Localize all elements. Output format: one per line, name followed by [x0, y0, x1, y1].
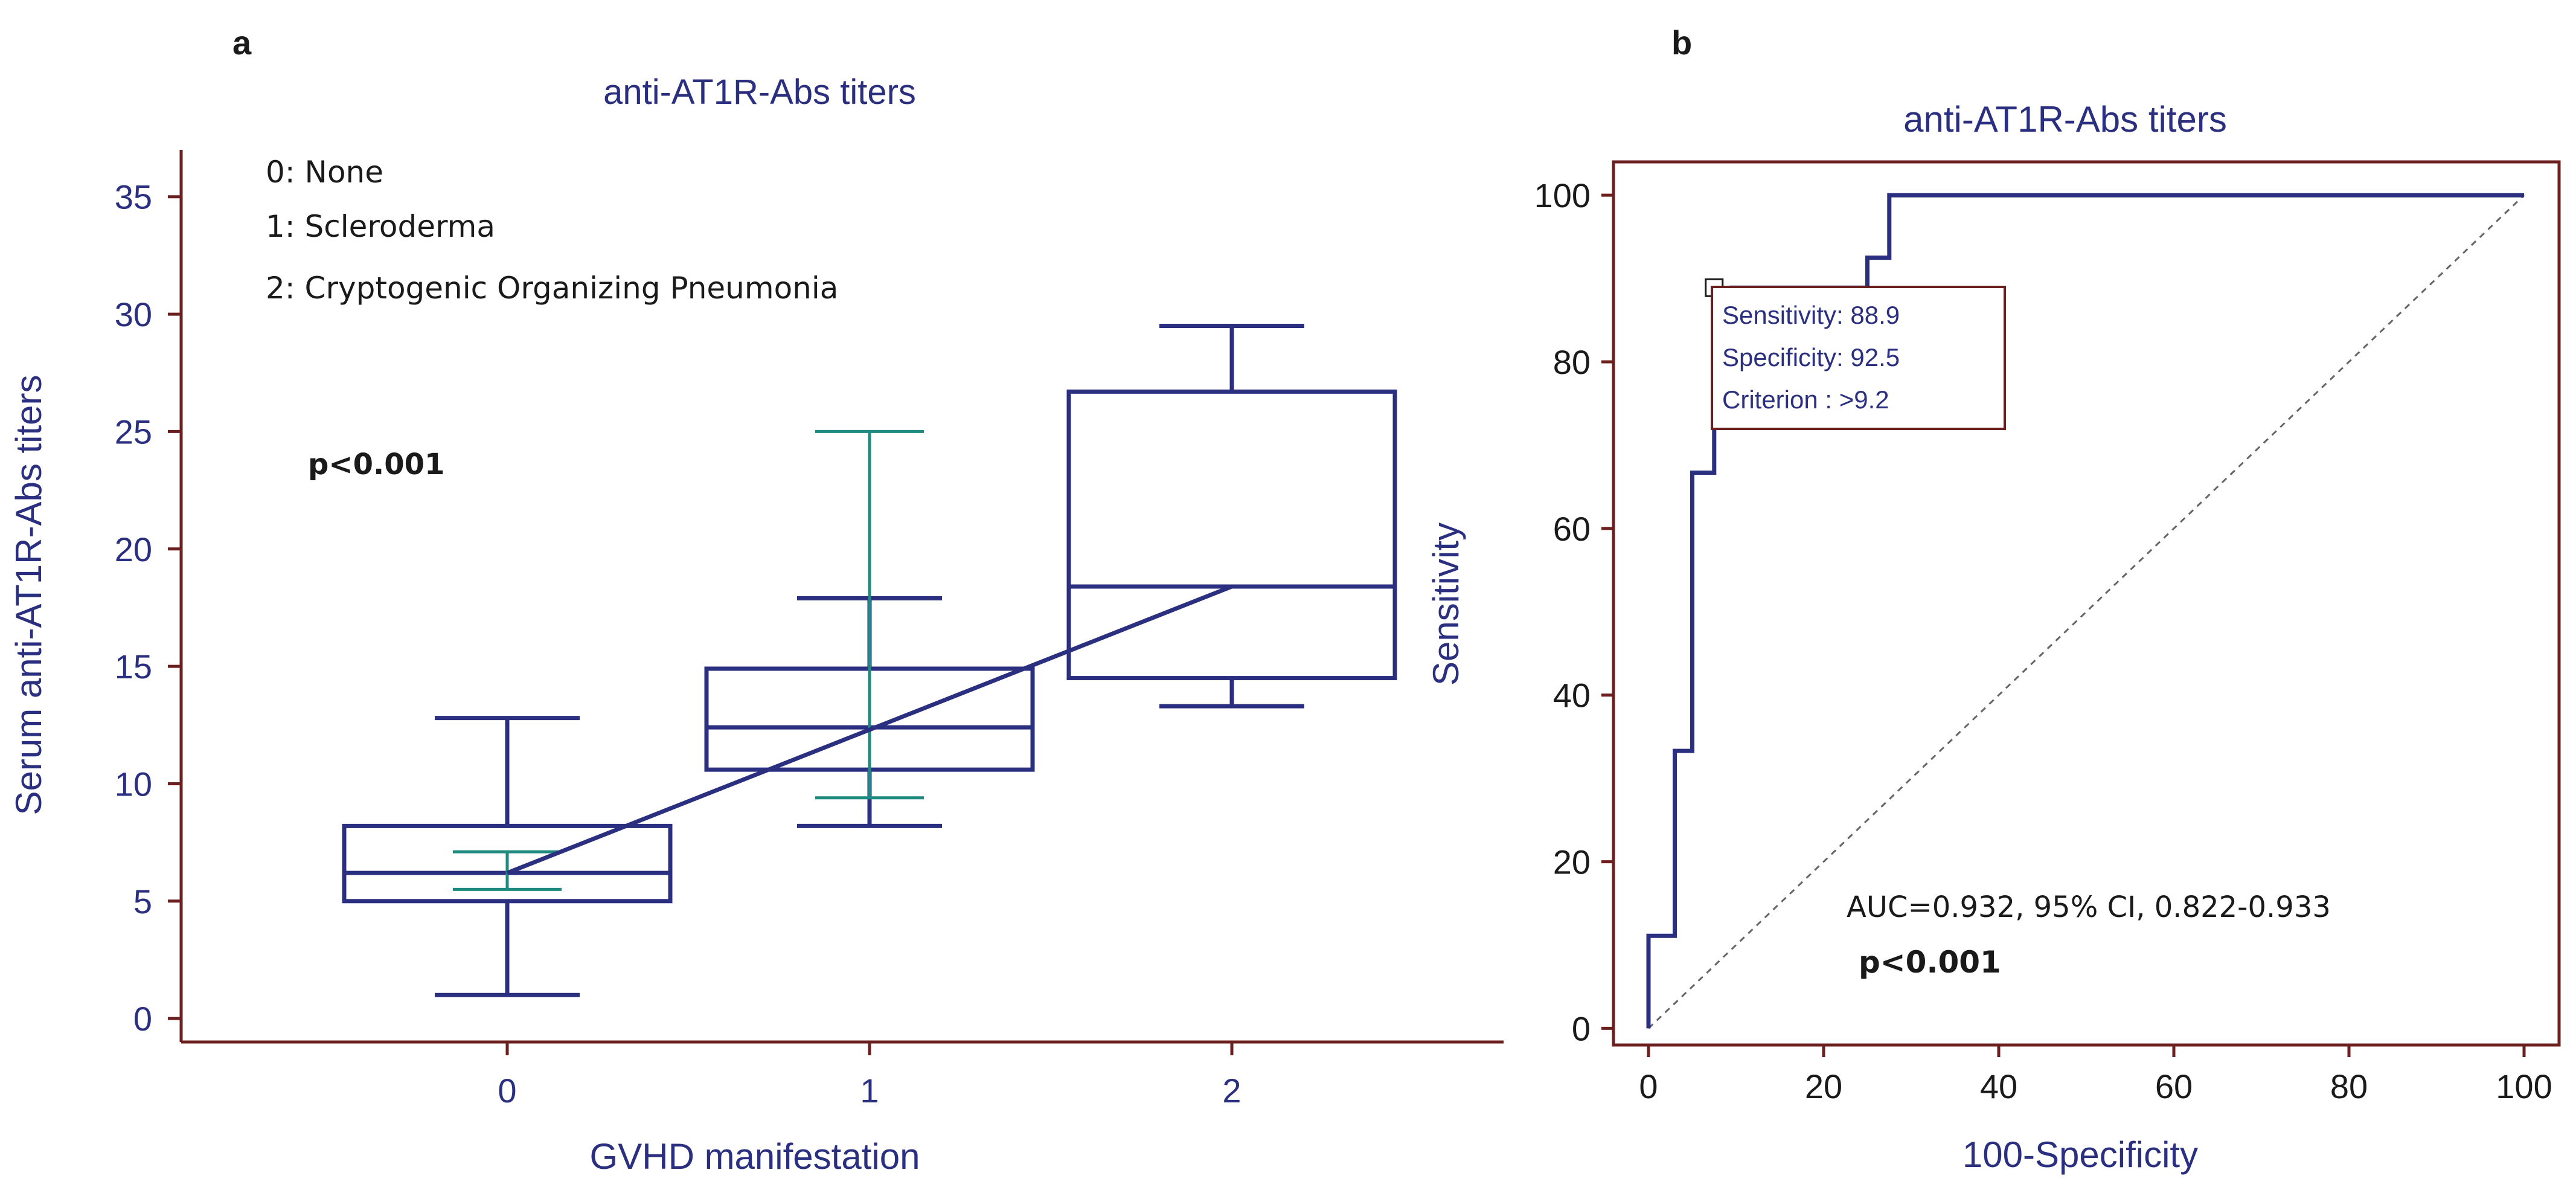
panel-b-auc-annotation: AUC=0.932, 95% CI, 0.822-0.933	[1847, 890, 2331, 924]
y-tick-label: 0	[133, 1000, 152, 1038]
panel-a-y-ticks: 0 5 10 15 20 25 30 35	[115, 178, 181, 1038]
panel-a-x-axis-label: GVHD manifestation	[590, 1136, 920, 1177]
panel-b-label: b	[1671, 24, 1692, 62]
panel-b-title: anti-AT1R-Abs titers	[1903, 99, 2227, 140]
x-tick-label: 1	[860, 1072, 879, 1110]
y-tick-label: 10	[115, 765, 152, 803]
criterion-box: Sensitivity: 88.9 Specificity: 92.5 Crit…	[1711, 286, 2006, 430]
legend-item-scleroderma: 1: Scleroderma	[266, 209, 495, 244]
x-tick-label: 2	[1222, 1072, 1241, 1110]
y-tick-label: 100	[1534, 176, 1591, 214]
trend-line	[506, 584, 1233, 875]
panel-b-y-ticks: 0 20 40 60 80 100	[1534, 176, 1613, 1047]
box-iqr	[1066, 389, 1397, 681]
criterion-sensitivity: Sensitivity: 88.9	[1722, 301, 1900, 329]
x-tick-label: 40	[1980, 1067, 2017, 1105]
y-tick-label: 40	[1553, 677, 1591, 715]
y-tick-label: 15	[115, 648, 152, 686]
box-2	[1066, 324, 1397, 709]
panel-a: a anti-AT1R-Abs titers 0 5 10 15 20 25 30 35 0 1…	[8, 24, 1504, 1177]
panel-b-x-axis-label: 100-Specificity	[1962, 1134, 2198, 1175]
panel-b: b anti-AT1R-Abs titers 0 20 40 60 80 100 0 20 4…	[1426, 24, 2561, 1175]
y-tick-label: 80	[1553, 343, 1591, 381]
criterion-specificity: Specificity: 92.5	[1722, 343, 1900, 371]
y-tick-label: 20	[1553, 843, 1591, 881]
panel-b-x-ticks: 0 20 40 60 80 100	[1639, 1045, 2552, 1105]
panel-a-y-axis-label: Serum anti-AT1R-Abs titers	[8, 375, 49, 815]
y-tick-label: 5	[133, 883, 152, 921]
y-tick-label: 25	[115, 413, 152, 451]
panel-a-title: anti-AT1R-Abs titers	[603, 72, 916, 112]
panel-b-plot-frame	[1612, 160, 2561, 1047]
x-tick-label: 0	[1639, 1067, 1658, 1105]
criterion-box-frame	[1711, 286, 2006, 430]
y-tick-label: 30	[115, 295, 152, 333]
y-tick-label: 35	[115, 178, 152, 216]
x-tick-label: 80	[2330, 1067, 2368, 1105]
x-tick-label: 0	[498, 1072, 516, 1110]
panel-a-plot-area	[342, 324, 1397, 997]
legend-item-none: 0: None	[266, 155, 383, 190]
panel-b-p-value: p<0.001	[1859, 945, 2001, 980]
panel-b-y-axis-label: Sensitivity	[1426, 523, 1466, 686]
x-tick-label: 60	[2155, 1067, 2193, 1105]
box-iqr	[342, 823, 673, 904]
panel-a-p-value: p<0.001	[308, 448, 444, 481]
criterion-value: Criterion : >9.2	[1722, 385, 1889, 414]
x-tick-label: 100	[2496, 1067, 2552, 1105]
ci-bar-0	[453, 850, 562, 891]
panel-a-x-ticks: 0 1 2	[498, 1042, 1242, 1110]
panel-a-legend: 0: None 1: Scleroderma 2: Cryptogenic Or…	[266, 155, 838, 306]
panel-a-label: a	[232, 24, 252, 62]
y-tick-label: 20	[115, 530, 152, 568]
y-tick-label: 60	[1553, 510, 1591, 548]
y-tick-label: 0	[1572, 1009, 1591, 1047]
x-tick-label: 20	[1805, 1067, 1842, 1105]
legend-item-cop: 2: Cryptogenic Organizing Pneumonia	[266, 271, 838, 306]
ci-bar-1	[815, 429, 924, 800]
